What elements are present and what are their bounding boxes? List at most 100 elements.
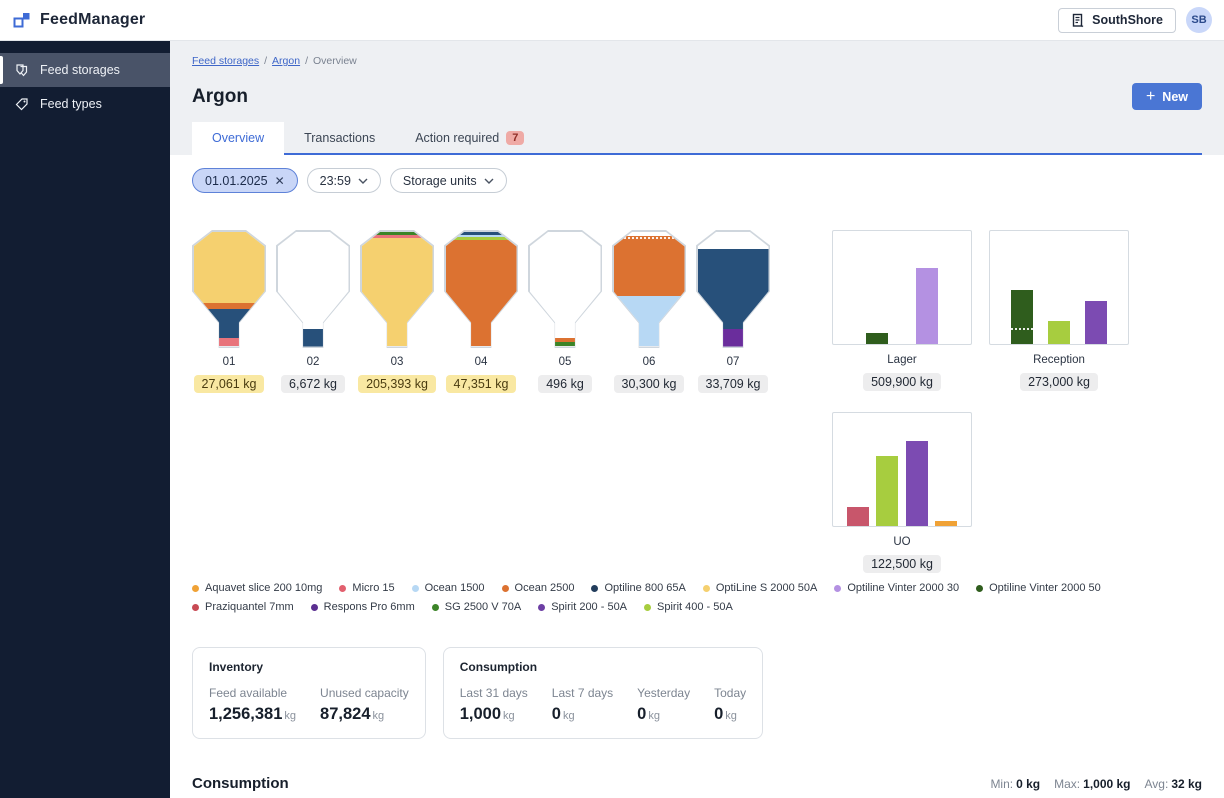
group-chart-reception: Reception 273,000 kg (989, 230, 1129, 391)
time-filter-chip[interactable]: 23:59 (307, 168, 381, 193)
silo-01[interactable] (192, 230, 266, 348)
silo-02[interactable] (276, 230, 350, 348)
legend-item[interactable]: Optiline Vinter 2000 30 (834, 582, 959, 594)
legend-color-dot (432, 604, 439, 611)
tab-overview[interactable]: Overview (192, 122, 284, 155)
legend-item[interactable]: Spirit 200 - 50A (538, 601, 627, 613)
legend-label: Micro 15 (352, 582, 394, 594)
mini-stat-value: 1,000 kg (1083, 777, 1130, 791)
legend-item[interactable]: Micro 15 (339, 582, 394, 594)
silo-column: 0127,061 kg (192, 230, 266, 573)
org-switcher-button[interactable]: SouthShore (1058, 8, 1176, 33)
user-avatar[interactable]: SB (1186, 7, 1212, 33)
stat-unit: kg (563, 710, 575, 722)
legend-item[interactable]: Ocean 1500 (412, 582, 485, 594)
legend-item[interactable]: Praziquantel 7mm (192, 601, 294, 613)
silo-05[interactable] (528, 230, 602, 348)
legend-item[interactable]: Spirit 400 - 50A (644, 601, 733, 613)
silo-fill-segment (530, 342, 601, 346)
stat-value: 87,824kg (320, 705, 409, 724)
silo-fill-segment (446, 240, 517, 347)
silo-fill-segment (614, 236, 685, 296)
stat-label: Last 31 days (460, 686, 528, 700)
legend-item[interactable]: Optiline Vinter 2000 50 (976, 582, 1101, 594)
inventory-card: Inventory Feed available1,256,381kgUnuse… (192, 647, 426, 739)
sidebar-item-feed-types[interactable]: Feed types (0, 87, 170, 121)
mini-stat: Max:1,000 kg (1054, 777, 1130, 791)
date-filter-chip[interactable]: 01.01.2025 ✕ (192, 168, 298, 193)
mini-stat-label: Min: (990, 777, 1013, 791)
silo-label: 05 (559, 356, 572, 368)
breadcrumb-feed-storages[interactable]: Feed storages (192, 55, 259, 67)
group-chart-uo: UO122,500 kg (832, 412, 972, 573)
silo-fill-area (698, 232, 769, 347)
filter-chips: 01.01.2025 ✕ 23:59 Storage units (192, 168, 1202, 193)
legend-label: Respons Pro 6mm (324, 601, 415, 613)
chart-bar (1085, 301, 1107, 344)
breadcrumb-separator: / (264, 55, 267, 67)
silo-fill-segment (530, 232, 601, 339)
action-required-badge: 7 (506, 131, 524, 145)
legend-color-dot (311, 604, 318, 611)
stat-value: 0kg (714, 705, 746, 724)
legend-color-dot (192, 585, 199, 592)
group-chart-box[interactable] (832, 230, 972, 345)
new-button[interactable]: + New (1132, 83, 1202, 110)
group-charts-row-1: Lager509,900 kgReception273,000 kg (832, 230, 1129, 391)
legend-label: Optiline Vinter 2000 30 (847, 582, 959, 594)
group-chart-box[interactable] (989, 230, 1129, 345)
chevron-down-icon (358, 178, 368, 184)
silo-fill-area (362, 232, 433, 347)
stat-value: 0kg (552, 705, 613, 724)
mini-stat: Avg:32 kg (1145, 777, 1202, 791)
legend-item[interactable]: SG 2500 V 70A (432, 601, 521, 613)
legend-color-dot (502, 585, 509, 592)
mini-stat-value: 0 kg (1016, 777, 1040, 791)
legend-item[interactable]: OptiLine S 2000 50A (703, 582, 818, 594)
silo-label: 03 (391, 356, 404, 368)
group-chart-box[interactable] (832, 412, 972, 527)
silo-04[interactable] (444, 230, 518, 348)
legend-item[interactable]: Ocean 2500 (502, 582, 575, 594)
silo-column: 0447,351 kg (444, 230, 518, 573)
stat-value: 0kg (637, 705, 690, 724)
page-title: Argon (192, 86, 248, 108)
silo-value-badge: 6,672 kg (281, 375, 345, 393)
storage-units-filter-chip[interactable]: Storage units (390, 168, 507, 193)
legend-item[interactable]: Respons Pro 6mm (311, 601, 415, 613)
silo-fill-area (278, 232, 349, 347)
silo-label: 02 (307, 356, 320, 368)
sidebar-item-label: Feed storages (40, 63, 120, 77)
breadcrumb-argon[interactable]: Argon (272, 55, 300, 67)
silo-06[interactable] (612, 230, 686, 348)
chart-bar (866, 333, 888, 344)
legend-item[interactable]: Aquavet slice 200 10mg (192, 582, 322, 594)
group-chart-value-badge: 273,000 kg (1020, 373, 1098, 391)
stat-label: Unused capacity (320, 686, 409, 700)
silo-value-badge: 205,393 kg (358, 375, 436, 393)
mini-stat-label: Avg: (1145, 777, 1169, 791)
chart-bar (935, 521, 957, 526)
organization-icon (1071, 13, 1085, 28)
legend-color-dot (591, 585, 598, 592)
legend-label: OptiLine S 2000 50A (716, 582, 818, 594)
silo-label: 01 (223, 356, 236, 368)
group-chart-label: Reception (1033, 354, 1085, 366)
sidebar-item-feed-storages[interactable]: Feed storages (0, 53, 170, 87)
consumption-min-max-avg: Min:0 kg Max:1,000 kg Avg:32 kg (990, 777, 1202, 791)
group-chart-value-badge: 509,900 kg (863, 373, 941, 391)
tab-transactions[interactable]: Transactions (284, 122, 395, 153)
silo-07[interactable] (696, 230, 770, 348)
legend-label: Optiline Vinter 2000 50 (989, 582, 1101, 594)
close-icon[interactable]: ✕ (275, 174, 285, 188)
stat-label: Yesterday (637, 686, 690, 700)
card-stat: Yesterday 0kg (637, 686, 690, 724)
card-stat: Today0kg (714, 686, 746, 724)
capacity-marker-line (616, 237, 681, 239)
consumption-section-title: Consumption (192, 775, 289, 792)
chart-bar (1011, 290, 1033, 344)
silo-fill-area (446, 232, 517, 347)
legend-item[interactable]: Optiline 800 65A (591, 582, 685, 594)
silo-03[interactable] (360, 230, 434, 348)
tab-action-required[interactable]: Action required 7 (395, 122, 544, 153)
